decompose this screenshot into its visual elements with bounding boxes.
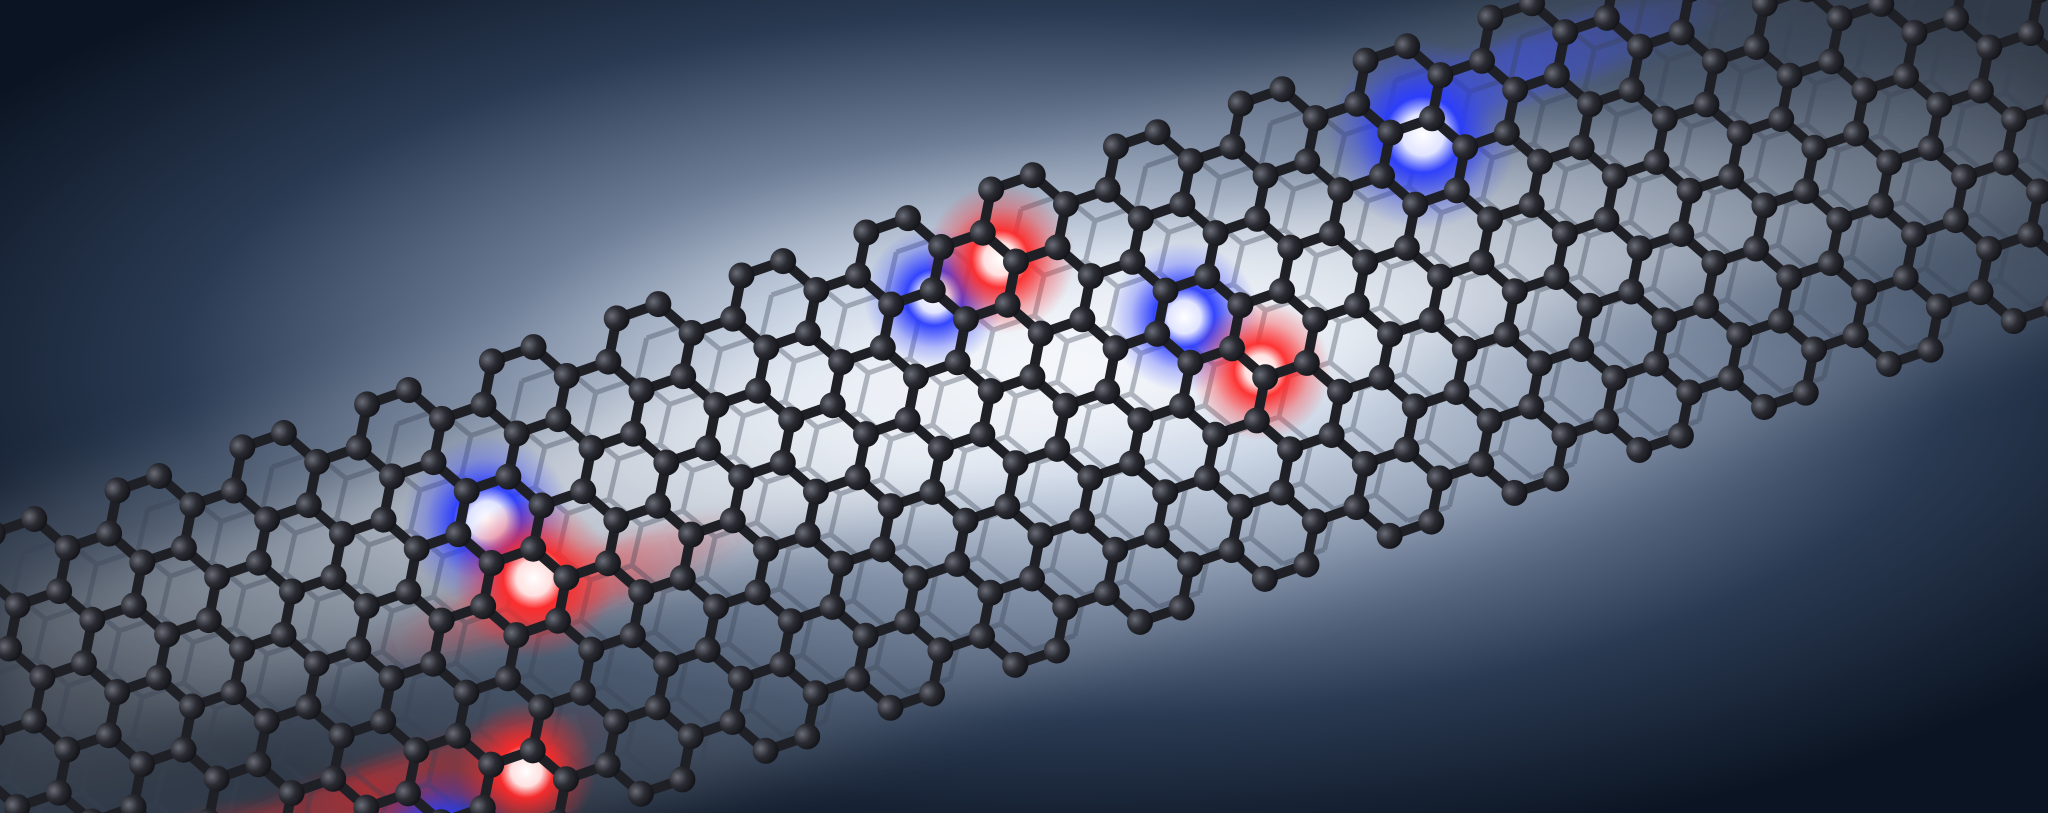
electron-glow [925, 183, 1076, 334]
